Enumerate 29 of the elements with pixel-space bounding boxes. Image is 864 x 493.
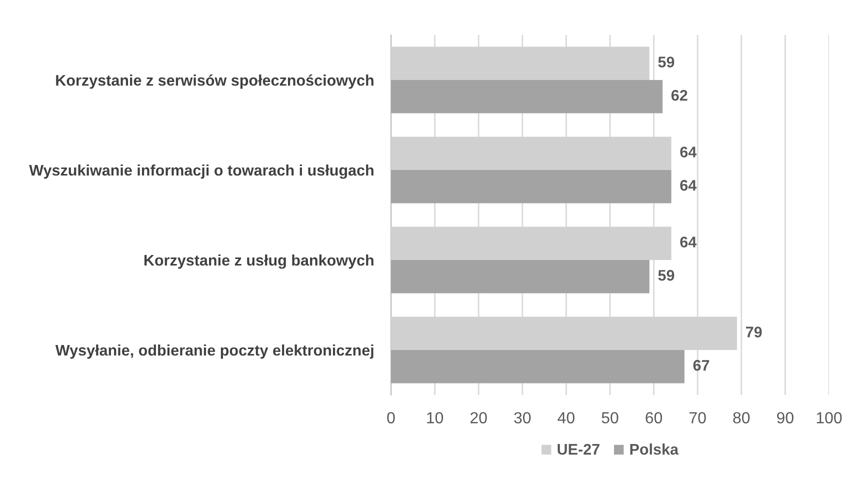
- data-label: 62: [671, 90, 688, 101]
- x-tick-label: 70: [690, 412, 706, 424]
- bar: [391, 80, 663, 114]
- y-tick-label: Korzystanie z usług bankowych: [144, 254, 374, 269]
- data-label: 64: [680, 180, 697, 191]
- y-tick-label: Wyszukiwanie informacji o towarach i usługach: [29, 164, 374, 179]
- x-tick-label: 40: [558, 412, 574, 424]
- y-tick-label: Wysyłanie, odbieranie poczty elektronicznej: [55, 344, 374, 359]
- data-label: 64: [680, 146, 697, 158]
- x-tick-label: 80: [733, 412, 750, 424]
- x-tick-label: 0: [387, 412, 395, 424]
- data-label: 59: [658, 270, 674, 281]
- bar: [391, 260, 650, 294]
- data-label: 64: [680, 236, 697, 248]
- legend-label: Polska: [630, 444, 679, 455]
- data-label: 67: [693, 360, 710, 371]
- bar: [391, 170, 672, 204]
- x-tick-label: 20: [470, 412, 487, 424]
- bar: [391, 350, 684, 384]
- x-tick-label: 50: [602, 412, 618, 424]
- x-tick-label: 90: [777, 412, 794, 424]
- x-tick-label: 60: [646, 412, 662, 424]
- data-label: 59: [658, 56, 674, 68]
- legend-label: UE-27: [558, 444, 600, 455]
- y-tick-label: Korzystanie z serwisów społecznościowych: [56, 74, 374, 89]
- x-tick-label: 100: [816, 412, 842, 424]
- x-tick-label: 30: [514, 412, 531, 424]
- data-label: 79: [746, 326, 762, 338]
- x-tick-label: 10: [427, 412, 444, 424]
